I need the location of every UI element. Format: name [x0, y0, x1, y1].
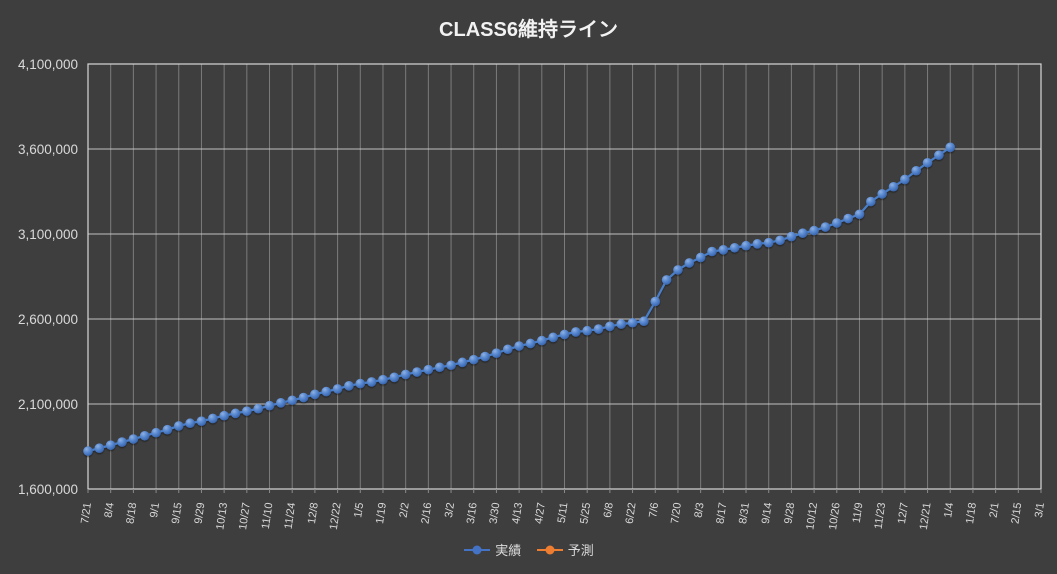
svg-text:7/21: 7/21 [79, 502, 94, 525]
svg-text:8/17: 8/17 [714, 502, 729, 525]
svg-text:3/16: 3/16 [465, 502, 480, 525]
svg-text:2/15: 2/15 [1009, 502, 1024, 525]
svg-text:5/11: 5/11 [556, 502, 571, 524]
svg-text:2/2: 2/2 [398, 502, 412, 519]
svg-text:9/1: 9/1 [148, 502, 162, 519]
svg-text:1/18: 1/18 [964, 502, 979, 525]
svg-text:3/1: 3/1 [1033, 502, 1047, 519]
svg-text:4,100,000: 4,100,000 [18, 57, 78, 72]
svg-text:6/8: 6/8 [602, 502, 616, 519]
svg-text:8/3: 8/3 [693, 502, 707, 519]
svg-text:4/13: 4/13 [510, 502, 525, 525]
svg-text:8/18: 8/18 [124, 502, 139, 525]
svg-text:10/27: 10/27 [237, 502, 253, 531]
svg-text:11/23: 11/23 [873, 502, 889, 530]
svg-text:11/24: 11/24 [283, 502, 299, 530]
svg-text:9/14: 9/14 [760, 502, 775, 525]
svg-text:1/4: 1/4 [942, 502, 956, 519]
svg-text:12/21: 12/21 [918, 502, 934, 531]
svg-text:10/12: 10/12 [804, 502, 820, 531]
svg-text:2/16: 2/16 [419, 502, 434, 525]
svg-text:8/4: 8/4 [103, 502, 117, 519]
svg-text:7/6: 7/6 [647, 502, 661, 519]
svg-text:9/28: 9/28 [783, 502, 798, 525]
svg-text:3/30: 3/30 [488, 502, 503, 525]
svg-text:3,600,000: 3,600,000 [18, 142, 78, 157]
svg-text:8/31: 8/31 [737, 502, 752, 525]
svg-text:12/22: 12/22 [328, 502, 344, 531]
svg-text:11/9: 11/9 [851, 502, 866, 524]
svg-text:10/13: 10/13 [214, 502, 230, 531]
svg-text:1/5: 1/5 [352, 502, 366, 519]
svg-text:6/22: 6/22 [624, 502, 639, 525]
svg-text:2/1: 2/1 [988, 502, 1002, 519]
svg-text:3/2: 3/2 [443, 502, 457, 519]
svg-text:3,100,000: 3,100,000 [18, 227, 78, 242]
svg-text:4/27: 4/27 [533, 502, 548, 525]
svg-text:1,600,000: 1,600,000 [18, 482, 78, 497]
svg-text:5/25: 5/25 [578, 502, 593, 525]
svg-text:2,600,000: 2,600,000 [18, 312, 78, 327]
svg-text:9/15: 9/15 [170, 502, 185, 525]
svg-text:10/26: 10/26 [827, 502, 843, 531]
svg-text:7/20: 7/20 [669, 502, 684, 525]
svg-text:1/19: 1/19 [374, 502, 389, 525]
svg-text:2,100,000: 2,100,000 [18, 397, 78, 412]
svg-text:11/10: 11/10 [260, 502, 276, 530]
svg-text:9/29: 9/29 [193, 502, 208, 525]
svg-text:12/8: 12/8 [306, 502, 321, 525]
svg-text:12/7: 12/7 [896, 502, 911, 525]
